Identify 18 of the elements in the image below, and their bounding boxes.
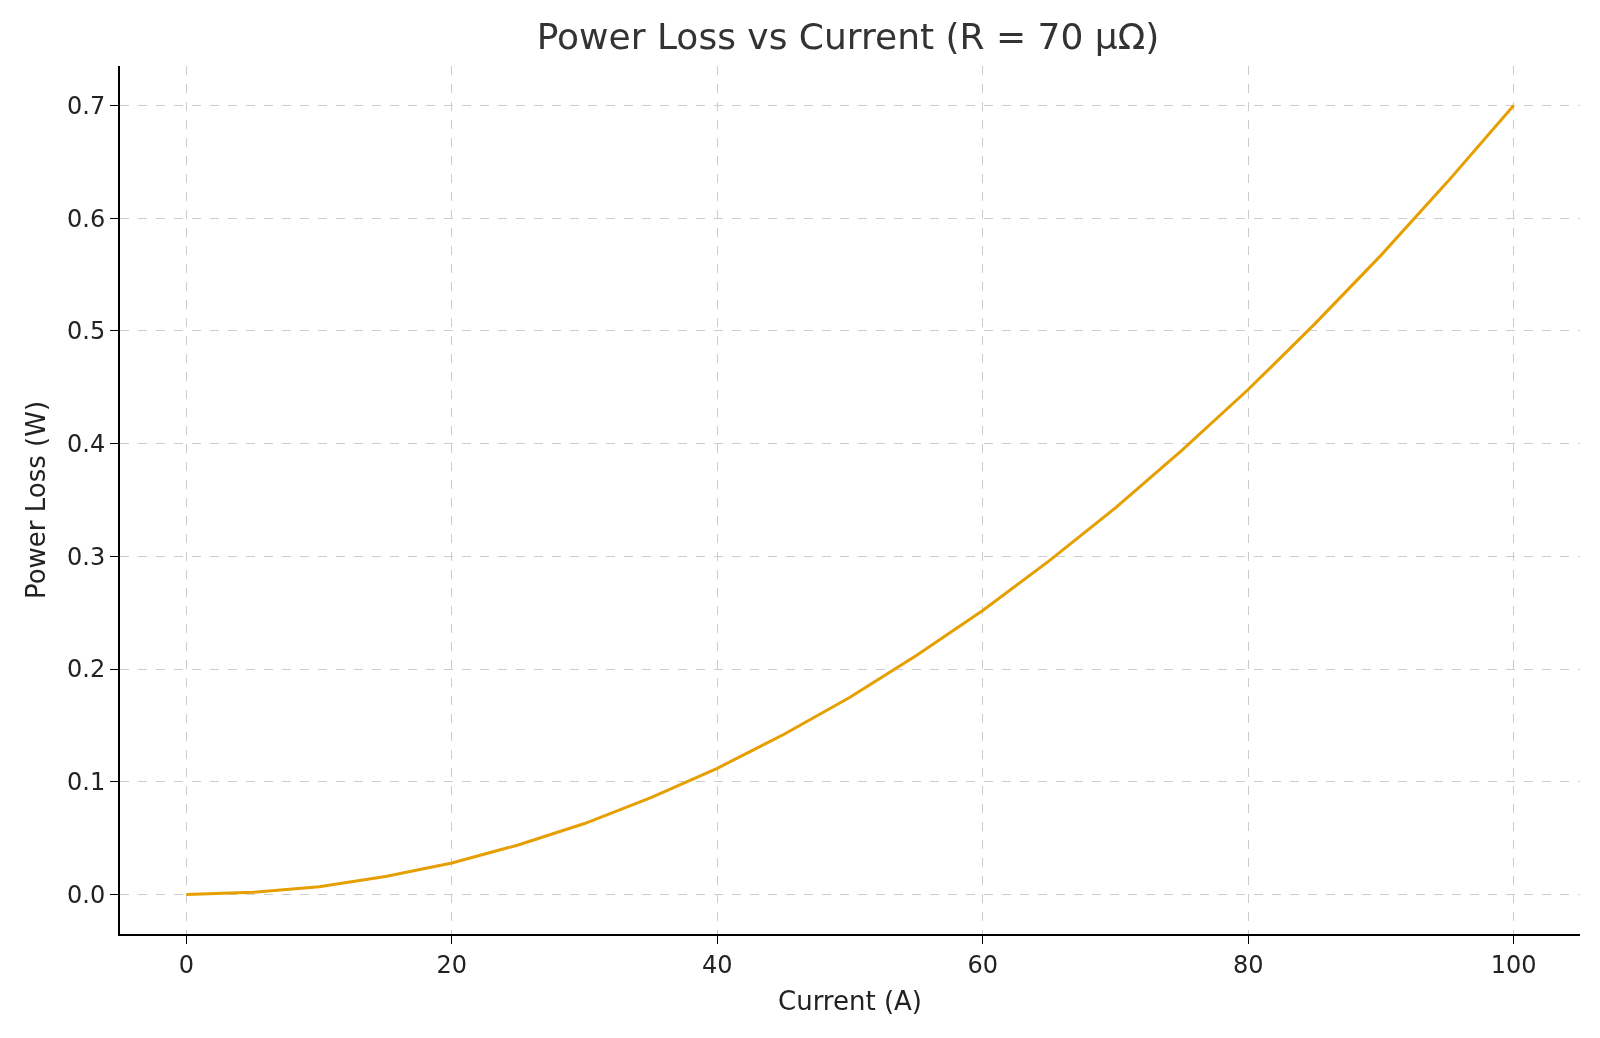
y-axis-title: Power Loss (W) — [20, 400, 51, 600]
y-tick-label: 0.7 — [67, 91, 106, 120]
y-tick-label: 0.1 — [67, 768, 106, 797]
x-tick-label: 40 — [702, 950, 733, 979]
x-tick-label: 60 — [967, 950, 998, 979]
y-tick-label: 0.3 — [67, 542, 106, 571]
chart-title: Power Loss vs Current (R = 70 μΩ) — [536, 15, 1160, 57]
x-tick-label: 20 — [436, 950, 468, 979]
line-series — [184, 103, 1516, 897]
x-tick-label: 100 — [1490, 950, 1537, 979]
y-tick-label: 0.6 — [67, 204, 106, 233]
y-tick-label: 0.0 — [67, 880, 106, 909]
x-tick-label: 0 — [178, 950, 194, 979]
x-axis-title: Current (A) — [778, 986, 922, 1016]
y-tick-label: 0.2 — [67, 655, 106, 684]
x-tick-label: 80 — [1232, 950, 1264, 979]
y-tick-label: 0.5 — [67, 317, 106, 346]
y-tick-label: 0.4 — [67, 430, 106, 459]
